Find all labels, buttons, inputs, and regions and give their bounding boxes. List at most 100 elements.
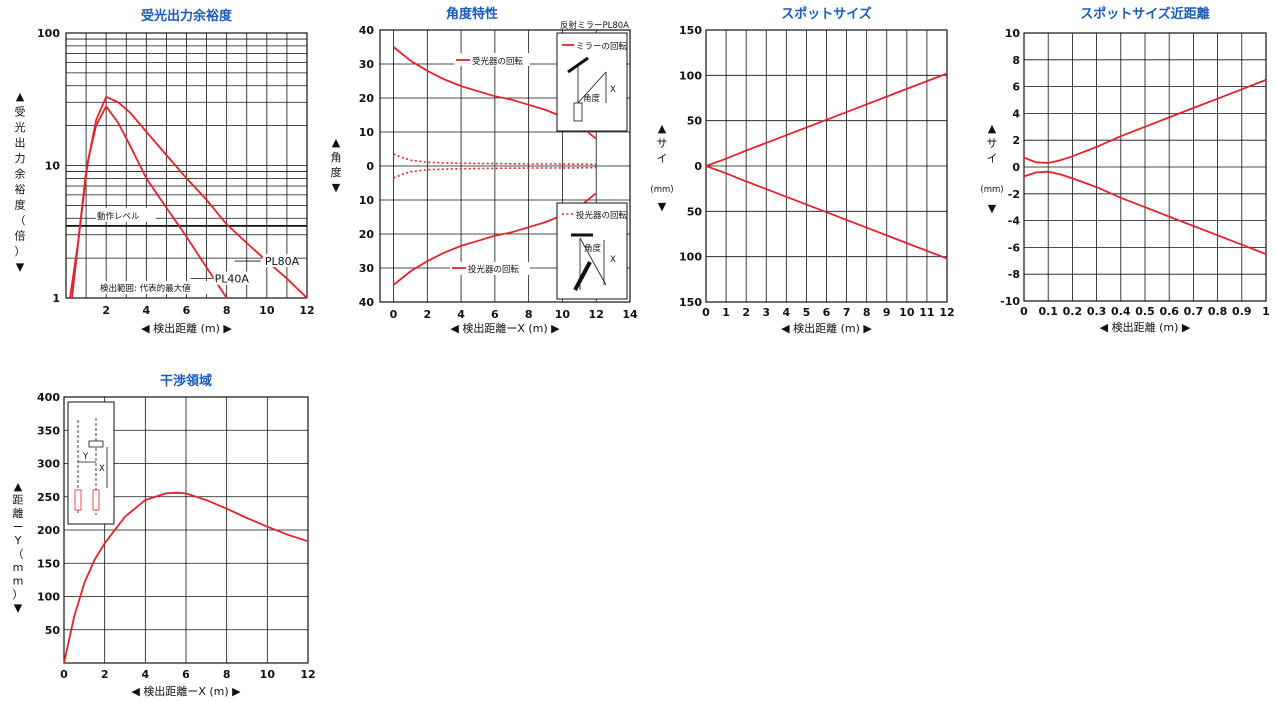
x-tick-8: 8 xyxy=(863,306,871,319)
chart-frame xyxy=(1023,32,1267,302)
x-tick-5: 0.5 xyxy=(1135,305,1155,318)
pl80a-label-bg xyxy=(262,254,297,268)
y-tick-4: 250 xyxy=(37,491,60,504)
y-axis-label-0: ▲ xyxy=(332,136,341,149)
inset-mirror-sensor xyxy=(573,102,583,122)
x-tick-12: 12 xyxy=(939,306,954,319)
inset-mirror: ミラーの回転 X 角度 xyxy=(556,32,628,132)
x-tick-3: 6 xyxy=(491,308,499,321)
inset-interference: YX xyxy=(67,401,115,525)
x-tick-1: 1 xyxy=(722,306,730,319)
chart-frame xyxy=(379,29,631,303)
y-axis-label-6: 裕 xyxy=(15,183,26,196)
chart-frame xyxy=(63,396,309,664)
chart-title: 受光出力余裕度 xyxy=(141,8,233,24)
y-axis-label-3: ー xyxy=(13,521,24,534)
y-axis-label-9: ▼ xyxy=(14,602,23,615)
inset-mirror-ray xyxy=(577,71,607,104)
inset-x-label: X xyxy=(99,464,105,474)
x-tick-2: 4 xyxy=(142,668,150,681)
y-axis-label-1: 受 xyxy=(15,106,26,119)
y-tick-3: 200 xyxy=(37,524,60,537)
y-axis-label-7: m xyxy=(13,575,24,588)
y-tick-0: 10 xyxy=(1005,27,1021,40)
y-tick-2: 20 xyxy=(359,92,375,105)
y-axis-label-1: 距 xyxy=(13,494,24,507)
pl40a-label-bg xyxy=(213,271,248,285)
y-tick-7: 30 xyxy=(359,262,375,275)
operating-level-label: 動作レベル xyxy=(97,211,140,222)
x-tick-4: 10 xyxy=(259,304,275,317)
chart-frame xyxy=(65,32,308,299)
y-tick-3: 4 xyxy=(1012,107,1020,120)
x-tick-3: 8 xyxy=(223,304,231,317)
series-label-pl80a: PL80A xyxy=(265,255,300,268)
legend-rx-label: 受光器の回転 xyxy=(472,56,524,67)
y-tick-1: 8 xyxy=(1012,54,1020,67)
y-tick-4: 50 xyxy=(687,205,703,218)
inset-emitter-angle: 角度 xyxy=(584,243,602,254)
x-tick-11: 11 xyxy=(919,306,934,319)
y-axis-label-1: 角 xyxy=(331,151,342,164)
series-upper xyxy=(705,72,948,167)
y-axis-label-2: イ xyxy=(657,152,668,165)
x-tick-7: 7 xyxy=(843,306,851,319)
y-axis-label-5: （ xyxy=(13,548,24,561)
y-tick-8: -6 xyxy=(1008,241,1021,254)
inset-mirror-box xyxy=(556,32,628,132)
x-tick-8: 0.8 xyxy=(1208,305,1228,318)
inset-sensor-left xyxy=(74,489,82,511)
x-tick-10: 1 xyxy=(1262,305,1270,318)
y-tick-3: 0 xyxy=(694,160,702,173)
x-tick-7: 0.7 xyxy=(1184,305,1204,318)
y-tick-0: 1 xyxy=(52,292,60,305)
x-tick-3: 6 xyxy=(182,668,190,681)
y-axis-label-3: 出 xyxy=(15,136,26,150)
y-tick-2: 6 xyxy=(1012,81,1020,94)
x-tick-0: 0 xyxy=(60,668,68,681)
y-tick-10: -10 xyxy=(1000,295,1020,308)
series-2 xyxy=(393,153,597,166)
y-axis-label-0: ▲ xyxy=(14,480,23,493)
y-tick-6: 20 xyxy=(359,228,375,241)
y-tick-1: 10 xyxy=(45,160,61,173)
y-tick-5: 300 xyxy=(37,458,60,471)
y-axis-label-1: サ xyxy=(987,137,998,150)
x-axis-label: ◀ 検出距離ーX (m) ▶ xyxy=(131,684,241,698)
series-lower xyxy=(1023,170,1267,255)
y-tick-0: 40 xyxy=(359,24,375,37)
y-tick-0: 150 xyxy=(679,24,702,37)
x-tick-9: 0.9 xyxy=(1232,305,1252,318)
y-axis-label-4: 力 xyxy=(15,152,26,165)
x-tick-2: 6 xyxy=(183,304,191,317)
x-tick-0: 0 xyxy=(702,306,710,319)
chart-title: スポットサイズ xyxy=(781,6,872,22)
inset-target xyxy=(88,440,104,448)
y-tick-5: 100 xyxy=(679,251,702,264)
inset-emitter-x: X xyxy=(610,255,616,265)
legend-rx-bg xyxy=(454,53,530,66)
y-axis-label-5: 余 xyxy=(15,167,26,181)
y-axis-label-2: イ xyxy=(987,152,998,165)
x-tick-6: 6 xyxy=(823,306,831,319)
legend-tx-bg xyxy=(450,262,530,275)
y-tick-7: -4 xyxy=(1008,215,1021,228)
x-tick-4: 0.4 xyxy=(1111,305,1131,318)
y-tick-0: 50 xyxy=(45,624,61,637)
x-tick-1: 4 xyxy=(143,304,151,317)
y-tick-4: 0 xyxy=(366,160,374,173)
y-axis-label-6: m xyxy=(13,561,24,574)
x-tick-1: 0.1 xyxy=(1038,305,1058,318)
x-tick-1: 2 xyxy=(423,308,431,321)
inset-emitter: 投光器の回転 X 角度 xyxy=(556,202,628,300)
chart-title: スポットサイズ近距離 xyxy=(1080,6,1210,22)
y-axis-arrow-down: ▼ xyxy=(658,200,667,213)
y-tick-9: -8 xyxy=(1008,268,1020,281)
y-tick-4: 2 xyxy=(1012,134,1020,147)
y-axis-label-2: 光 xyxy=(15,120,26,134)
y-axis-label-1: サ xyxy=(657,137,668,150)
x-tick-3: 0.3 xyxy=(1087,305,1107,318)
